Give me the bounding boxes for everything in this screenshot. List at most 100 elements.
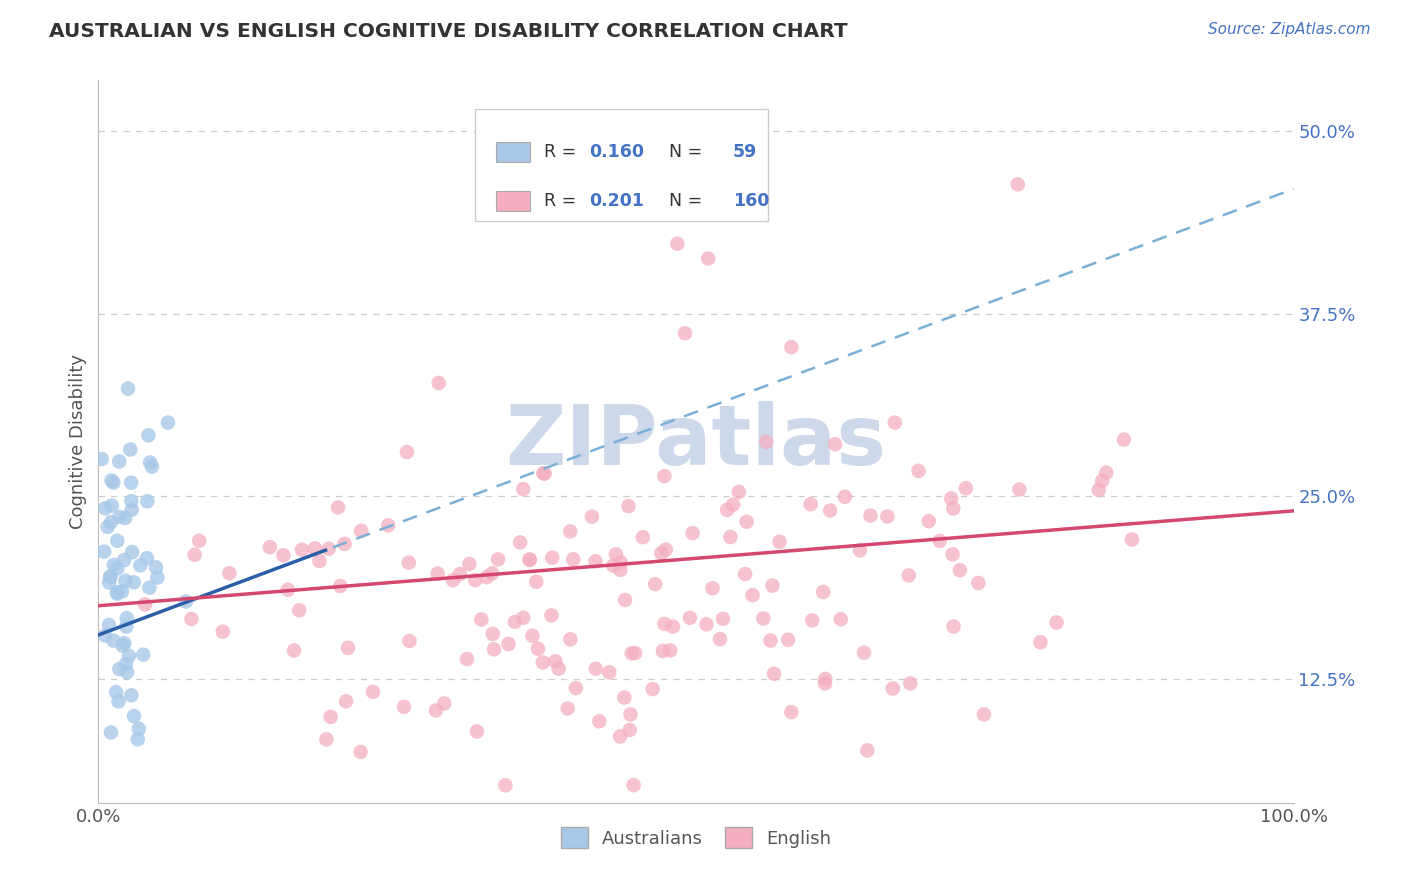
Point (531, 467, 554, 481)
Text: AUSTRALIAN VS ENGLISH COGNITIVE DISABILITY CORRELATION CHART: AUSTRALIAN VS ENGLISH COGNITIVE DISABILI… (49, 22, 848, 41)
Legend: Australians, English: Australians, English (554, 820, 838, 855)
Point (108, 454, 131, 468)
Point (333, 537, 356, 551)
Point (108, 662, 131, 676)
Point (702, 581, 724, 595)
FancyBboxPatch shape (496, 142, 530, 161)
Point (533, 467, 555, 481)
Point (183, 548, 205, 562)
Point (277, 582, 299, 597)
Point (112, 553, 135, 567)
Point (519, 553, 541, 567)
Point (1112, 433, 1135, 447)
Point (350, 524, 373, 538)
Point (853, 646, 876, 660)
Point (695, 617, 717, 632)
Point (98, 575, 121, 590)
Point (955, 481, 977, 495)
Point (145, 560, 167, 574)
Point (942, 501, 965, 516)
Point (211, 624, 233, 639)
Point (619, 707, 641, 722)
Point (540, 608, 562, 623)
Point (617, 499, 640, 513)
Point (291, 542, 314, 557)
Point (138, 581, 160, 595)
Point (697, 252, 720, 266)
Point (814, 676, 837, 690)
Point (761, 578, 783, 592)
Point (918, 514, 941, 528)
Point (100, 569, 122, 583)
Point (741, 588, 763, 602)
Point (128, 722, 150, 736)
Point (524, 574, 547, 589)
Point (512, 611, 534, 625)
Point (801, 613, 824, 627)
Point (361, 685, 384, 699)
Point (503, 615, 526, 629)
Point (337, 640, 360, 655)
Point (834, 490, 856, 504)
Point (135, 551, 157, 566)
Point (495, 778, 517, 792)
Point (188, 533, 211, 548)
Point (1045, 615, 1067, 630)
Point (527, 641, 550, 656)
Point (565, 681, 588, 695)
Point (308, 554, 330, 568)
Point (120, 475, 142, 490)
Point (111, 584, 134, 599)
Point (425, 703, 447, 717)
Text: R =: R = (544, 192, 582, 210)
Point (942, 619, 965, 633)
Point (132, 648, 155, 662)
Point (115, 611, 138, 625)
Point (120, 494, 142, 508)
Point (1008, 483, 1031, 497)
Point (614, 593, 637, 607)
Point (118, 648, 141, 663)
Point (120, 442, 142, 457)
Point (180, 612, 202, 626)
Point (259, 540, 281, 554)
Point (481, 627, 503, 641)
Point (318, 541, 340, 556)
Point (138, 428, 160, 442)
Point (876, 509, 898, 524)
Point (679, 611, 702, 625)
Point (105, 561, 128, 575)
Point (557, 701, 579, 715)
Text: 0.201: 0.201 (589, 192, 644, 210)
Point (949, 563, 972, 577)
Point (174, 594, 197, 608)
Point (585, 554, 607, 568)
Point (377, 518, 399, 533)
Point (609, 730, 631, 744)
Point (512, 482, 534, 496)
Text: N =: N = (658, 192, 707, 210)
Point (519, 552, 541, 566)
Point (1087, 483, 1109, 497)
Point (973, 707, 995, 722)
Point (759, 633, 782, 648)
Point (458, 557, 481, 571)
Point (547, 662, 569, 676)
Point (100, 499, 122, 513)
Point (117, 382, 139, 396)
Point (90, 452, 112, 467)
Point (398, 556, 420, 570)
Point (105, 585, 128, 599)
Point (315, 732, 337, 747)
Point (464, 573, 486, 587)
Point (728, 485, 751, 500)
Point (818, 503, 841, 517)
Point (1029, 635, 1052, 649)
Point (111, 639, 134, 653)
Point (609, 555, 631, 569)
Point (682, 526, 704, 541)
Point (482, 642, 505, 657)
Point (654, 616, 676, 631)
Point (93, 544, 115, 558)
Point (120, 688, 142, 702)
